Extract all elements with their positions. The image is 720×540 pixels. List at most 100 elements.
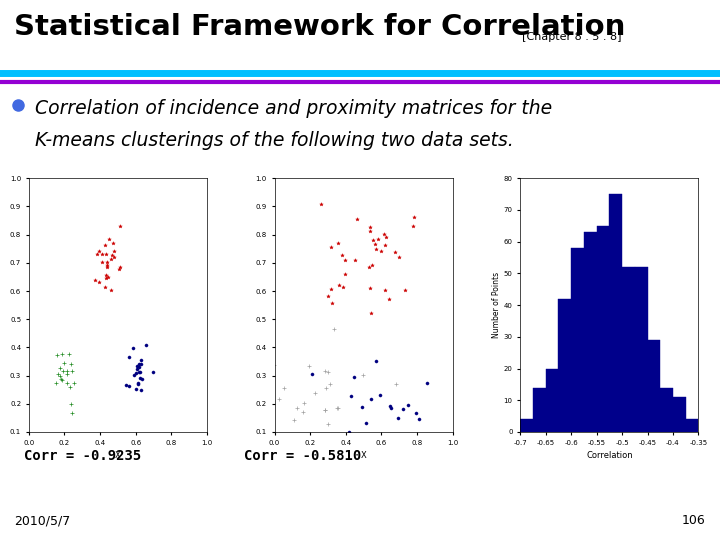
Point (140, 341, 152, 349)
Bar (559, 299, 571, 432)
Point (54, 372, 66, 380)
Point (114, 221, 126, 230)
Point (357, 371, 369, 380)
Point (50, 379, 62, 387)
Point (375, 246, 387, 255)
Point (301, 442, 312, 451)
Bar (660, 388, 673, 432)
Point (365, 153, 377, 162)
Bar (622, 267, 635, 432)
Point (408, 213, 420, 222)
Point (131, 365, 143, 374)
Point (89, 275, 101, 284)
Point (63, 349, 75, 358)
Point (408, 221, 419, 230)
Point (66, 408, 78, 417)
Point (369, 240, 380, 248)
X-axis label: X: X (115, 451, 121, 460)
Text: 106: 106 (682, 514, 706, 527)
Point (337, 283, 348, 292)
Point (392, 414, 404, 422)
Bar (546, 368, 559, 432)
Point (133, 363, 145, 372)
Point (96, 258, 108, 267)
Text: Corr = -0.5810: Corr = -0.5810 (244, 449, 361, 463)
Point (100, 273, 112, 282)
Point (123, 382, 135, 390)
Point (58, 359, 70, 367)
Point (134, 368, 145, 376)
Bar (698, 422, 711, 432)
X-axis label: Correlation: Correlation (586, 451, 633, 460)
Bar (533, 388, 546, 432)
Point (102, 261, 113, 269)
Point (307, 369, 318, 378)
Bar (521, 419, 533, 432)
Point (392, 252, 404, 261)
Point (364, 222, 375, 231)
Point (349, 255, 361, 264)
Point (320, 384, 332, 393)
Bar (673, 397, 685, 432)
Point (351, 214, 363, 223)
Point (384, 295, 395, 303)
Point (390, 379, 402, 388)
X-axis label: X: X (361, 451, 366, 460)
Point (402, 401, 414, 409)
Point (136, 375, 148, 383)
Point (323, 292, 334, 301)
Point (105, 286, 117, 295)
Point (131, 362, 143, 370)
Point (366, 308, 377, 317)
Point (56, 375, 68, 384)
Point (66, 367, 77, 375)
Point (345, 392, 356, 401)
Point (338, 269, 350, 278)
Point (66, 399, 77, 408)
Point (104, 235, 115, 244)
Point (123, 353, 135, 361)
Point (364, 227, 376, 235)
Point (114, 263, 125, 272)
Point (135, 355, 147, 364)
Point (332, 239, 343, 247)
Point (331, 404, 343, 413)
Point (410, 409, 422, 417)
Text: Correlation of incidence and proximity matrices for the: Correlation of incidence and proximity m… (35, 99, 552, 118)
Point (356, 402, 367, 411)
Point (374, 390, 386, 399)
Point (349, 449, 361, 458)
Point (413, 415, 425, 424)
Point (319, 366, 330, 375)
Point (105, 255, 117, 264)
Point (93, 247, 104, 255)
Point (384, 402, 396, 411)
Point (322, 368, 333, 376)
Text: [Chapter 8 . 5 . 8]: [Chapter 8 . 5 . 8] (522, 31, 621, 42)
Point (120, 381, 131, 389)
Point (127, 344, 139, 353)
Point (348, 373, 360, 381)
Point (315, 200, 326, 208)
Point (372, 235, 383, 244)
Point (93, 278, 104, 287)
Text: Corr = -0.9235: Corr = -0.9235 (24, 449, 141, 463)
Point (135, 360, 147, 369)
Point (135, 386, 147, 395)
Point (58, 366, 69, 375)
Point (100, 271, 112, 279)
Point (326, 299, 338, 307)
Point (53, 370, 64, 379)
Point (370, 357, 382, 366)
Point (319, 406, 330, 414)
Point (100, 249, 112, 258)
Point (107, 251, 118, 260)
Point (366, 261, 377, 269)
Point (397, 405, 409, 414)
Bar (597, 226, 609, 432)
Point (343, 427, 355, 436)
Point (371, 245, 382, 254)
Point (325, 242, 336, 251)
Point (379, 285, 390, 294)
Text: 2010/5/7: 2010/5/7 (14, 514, 71, 527)
